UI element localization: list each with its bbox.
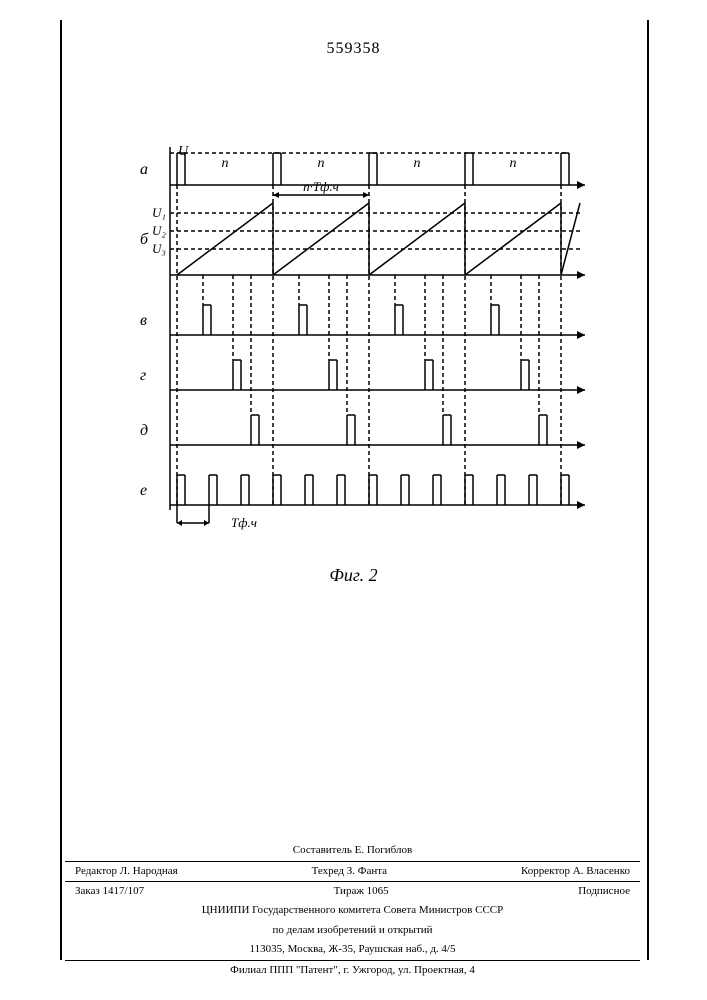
footer-org1: ЦНИИПИ Государственного комитета Совета … <box>65 901 640 920</box>
footer-techred: Техред З. Фанта <box>312 864 387 879</box>
svg-text:n: n <box>318 156 325 171</box>
footer-org2: по делам изобретений и открытий <box>65 921 640 940</box>
svg-text:U₂: U₂ <box>152 223 166 238</box>
footer-editor: Редактор Л. Народная <box>75 864 178 879</box>
svg-text:U: U <box>178 145 189 159</box>
svg-text:U₃: U₃ <box>152 241 166 256</box>
footer-address1: 113035, Москва, Ж-35, Раушская наб., д. … <box>65 940 640 959</box>
svg-text:д: д <box>140 422 148 439</box>
svg-text:е: е <box>140 482 147 499</box>
svg-text:а: а <box>140 161 148 178</box>
footer-address2: Филиал ППП "Патент", г. Ужгород, ул. Про… <box>65 960 640 980</box>
footer-row-order: Заказ 1417/107 Тираж 1065 Подписное <box>65 881 640 901</box>
figure-caption: Фиг. 2 <box>329 565 377 586</box>
svg-text:б: б <box>140 231 149 248</box>
timing-diagram-svg: а б в г д е Un n n n U₁ U₂ U₃ n·Tф.ч Тф.ч <box>115 145 595 555</box>
svg-text:в: в <box>140 312 147 329</box>
timing-diagram: а б в г д е Un n n n U₁ U₂ U₃ n·Tф.ч Тф.ч <box>115 145 595 555</box>
footer-row-credits: Редактор Л. Народная Техред З. Фанта Кор… <box>65 861 640 881</box>
svg-text:n: n <box>222 156 229 171</box>
svg-text:n: n <box>510 156 517 171</box>
footer-printrun: Тираж 1065 <box>334 884 389 899</box>
svg-text:г: г <box>140 367 146 384</box>
document-number: 559358 <box>327 40 381 58</box>
footer-compiler: Составитель Е. Погиблов <box>65 841 640 860</box>
footer-order: Заказ 1417/107 <box>75 884 144 899</box>
footer-subscription: Подписное <box>578 884 630 899</box>
svg-text:U₁: U₁ <box>152 205 166 220</box>
svg-text:n: n <box>414 156 421 171</box>
footer: Составитель Е. Погиблов Редактор Л. Наро… <box>65 841 640 980</box>
svg-text:n·Tф.ч: n·Tф.ч <box>303 179 339 194</box>
svg-text:Тф.ч: Тф.ч <box>231 515 257 530</box>
footer-corrector: Корректор А. Власенко <box>521 864 630 879</box>
